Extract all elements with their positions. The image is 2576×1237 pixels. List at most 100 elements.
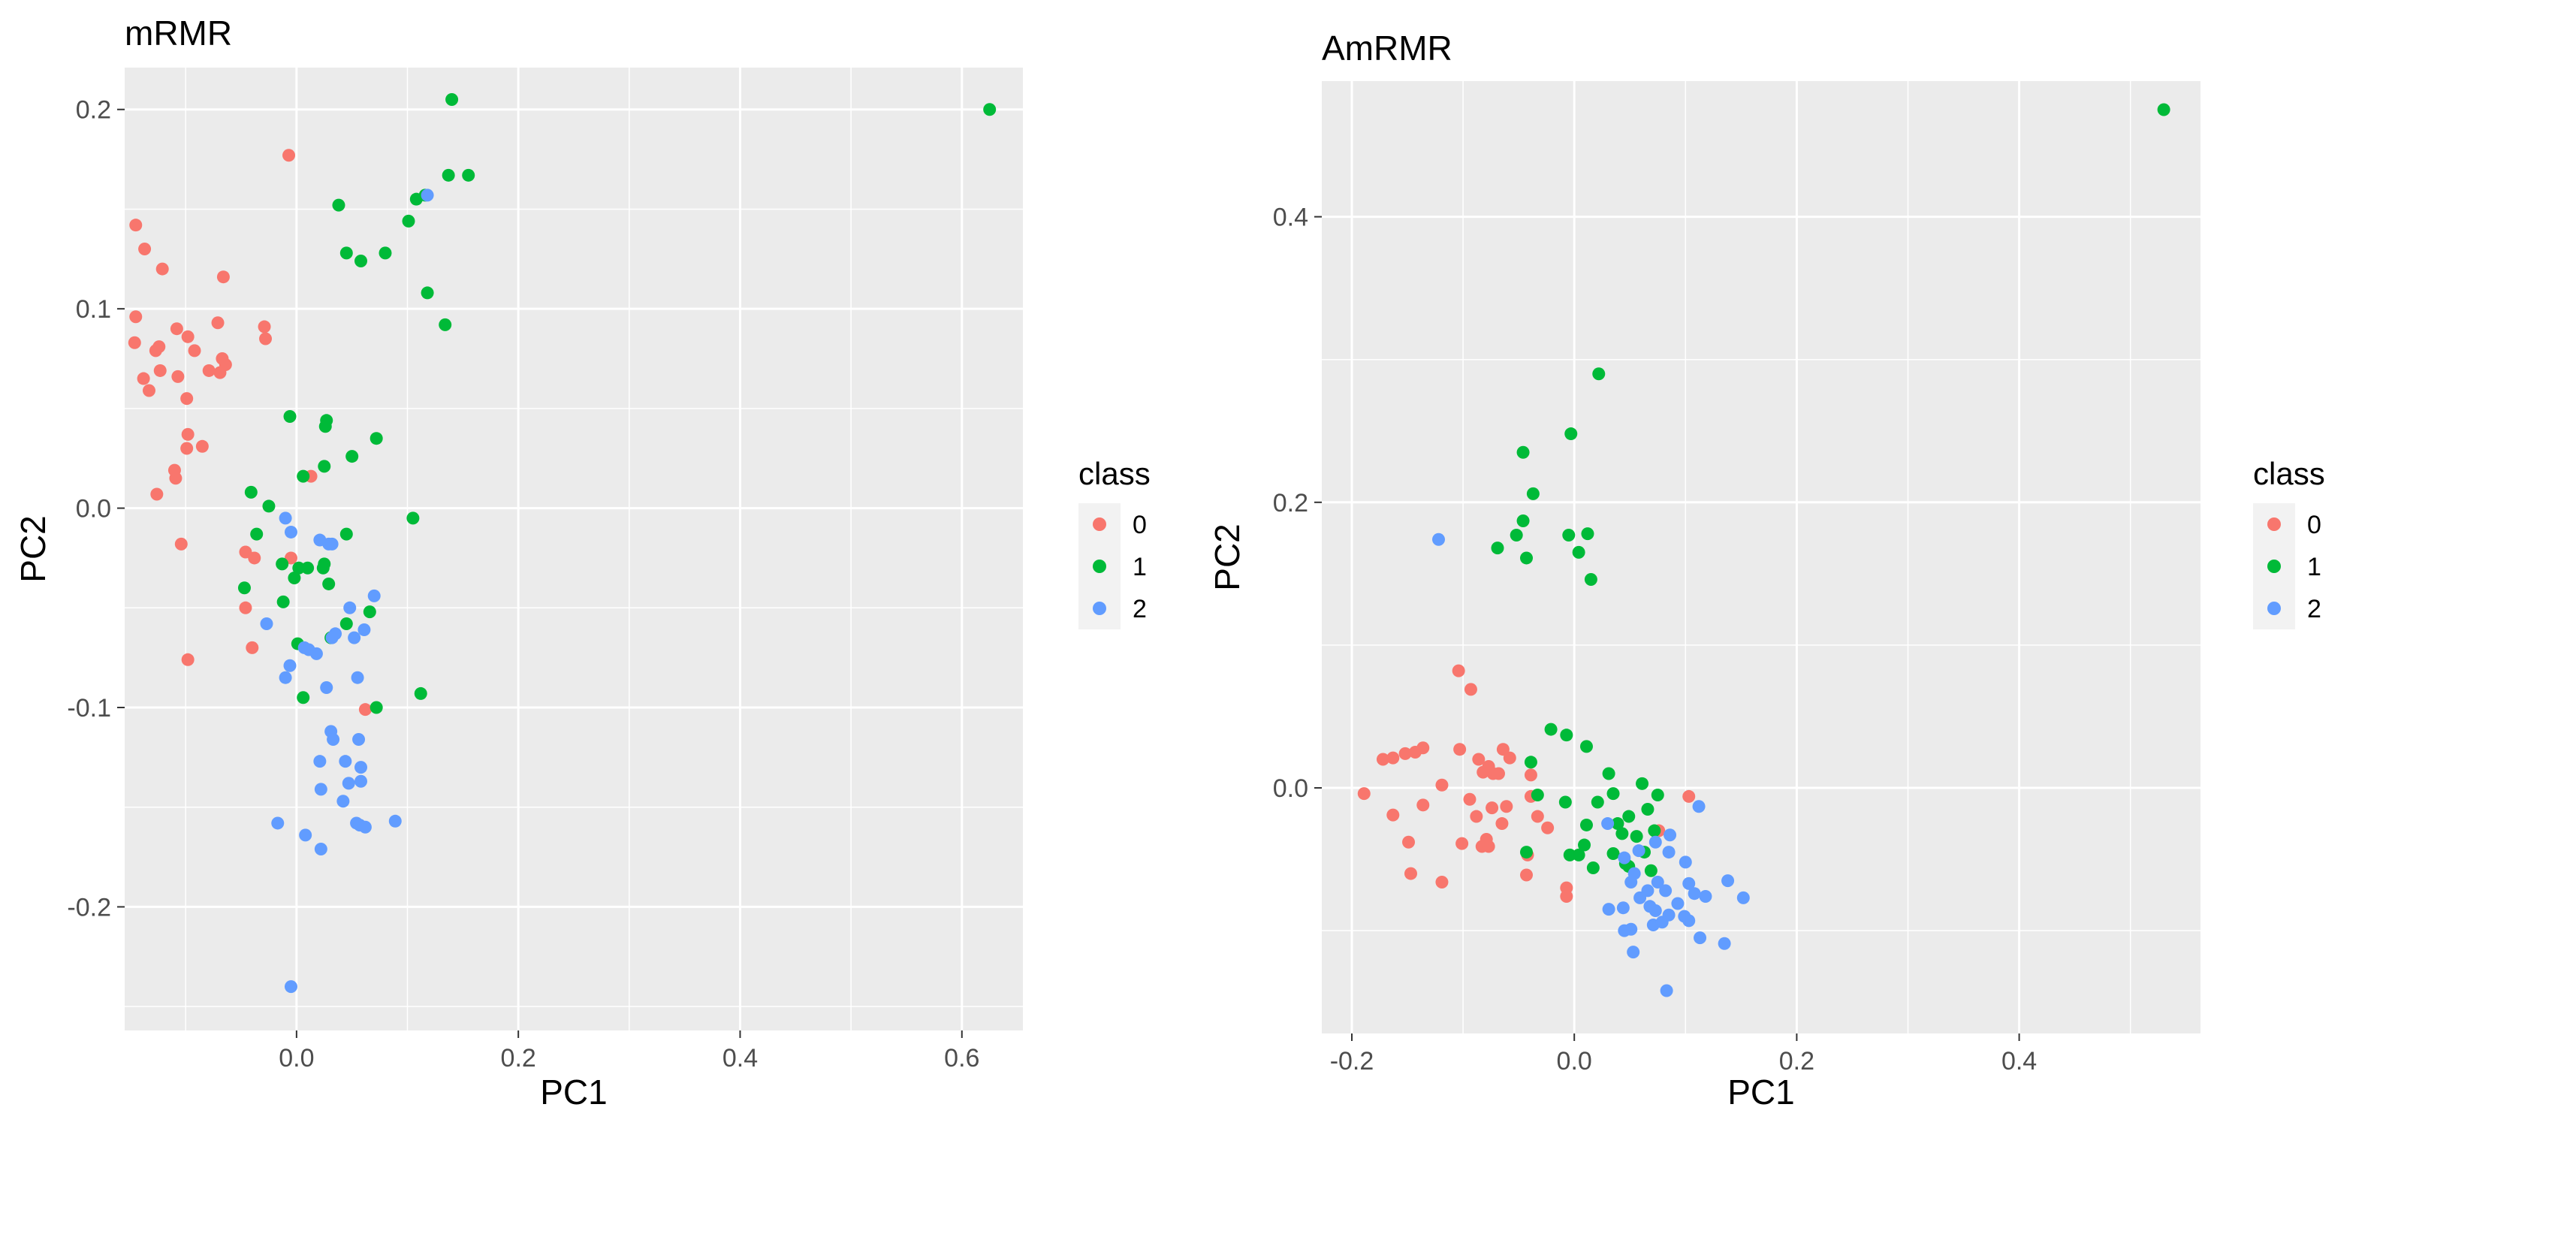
x-axis-ticks: -0.2 0.0 0.2 0.4 [1330, 1033, 2037, 1076]
data-point-class-0 [1470, 810, 1483, 823]
data-point-class-1 [1615, 827, 1629, 840]
data-point-class-1 [332, 198, 345, 212]
data-point-class-2 [313, 755, 327, 768]
amrmr-chart: AmRMR -0.2 0.0 0.2 0.4 0.0 0.2 0.4 PC1 PC2 cl… [1208, 29, 2325, 1112]
data-point-class-0 [1404, 867, 1417, 880]
legend-key-class-1 [2267, 560, 2281, 573]
legend-key-class-2 [1093, 602, 1106, 615]
data-point-class-1 [1591, 795, 1604, 809]
data-point-class-2 [327, 732, 340, 746]
data-point-class-0 [1560, 889, 1573, 903]
data-point-class-1 [318, 460, 331, 473]
data-point-class-2 [320, 680, 333, 694]
data-point-class-0 [1463, 792, 1477, 806]
x-axis-title: PC1 [540, 1073, 607, 1112]
data-point-class-2 [351, 671, 364, 684]
data-point-class-0 [181, 427, 195, 441]
data-point-class-1 [1606, 787, 1620, 801]
data-point-class-2 [358, 820, 372, 834]
data-point-class-1 [1520, 846, 1534, 859]
data-point-class-1 [354, 254, 368, 267]
data-point-class-0 [1496, 743, 1510, 756]
data-point-class-2 [1627, 946, 1640, 959]
data-point-class-0 [1472, 753, 1486, 766]
y-tick-label: -0.1 [67, 694, 111, 723]
y-tick-label: 0.2 [1273, 489, 1308, 517]
data-point-class-0 [137, 372, 150, 385]
data-point-class-2 [284, 525, 297, 539]
data-point-class-1 [237, 581, 251, 595]
data-point-class-1 [1581, 527, 1594, 541]
data-point-class-2 [299, 828, 312, 842]
legend-label: 0 [2307, 511, 2321, 539]
legend-label: 2 [2307, 595, 2321, 623]
data-point-class-2 [314, 842, 327, 855]
data-point-class-0 [1464, 683, 1477, 696]
legend-key-class-2 [2267, 602, 2281, 615]
data-point-class-0 [1524, 768, 1537, 782]
y-tick-label: 0.1 [76, 295, 111, 324]
data-point-class-1 [421, 286, 434, 300]
data-point-class-0 [1486, 801, 1499, 815]
data-point-class-1 [1563, 848, 1576, 861]
data-point-class-0 [180, 442, 194, 455]
x-axis-ticks: 0.0 0.2 0.4 0.6 [279, 1030, 979, 1073]
data-point-class-0 [202, 364, 216, 377]
data-point-class-1 [1602, 767, 1615, 780]
data-point-class-1 [1586, 861, 1600, 874]
data-point-class-2 [1694, 931, 1707, 945]
data-point-class-2 [1699, 889, 1712, 903]
data-point-class-2 [1624, 875, 1638, 889]
data-point-class-2 [1688, 887, 1701, 901]
legend-key-class-0 [1093, 517, 1106, 531]
legend-label: 1 [2307, 553, 2321, 581]
data-point-class-2 [348, 631, 361, 644]
data-point-class-2 [1736, 891, 1750, 904]
y-tick-label: 0.0 [1273, 774, 1308, 803]
data-point-class-1 [276, 557, 289, 571]
data-point-class-1 [1510, 529, 1523, 542]
data-point-class-2 [367, 589, 381, 602]
data-point-class-1 [283, 409, 297, 423]
data-point-class-2 [1618, 851, 1631, 864]
data-point-class-0 [171, 370, 185, 383]
data-point-class-2 [1692, 800, 1706, 813]
data-point-class-1 [1579, 818, 1593, 831]
data-point-class-1 [1630, 830, 1643, 843]
data-point-class-1 [402, 214, 415, 228]
y-tick-label: 0.4 [1273, 204, 1308, 232]
data-point-class-2 [342, 777, 355, 790]
legend-label: 2 [1133, 595, 1147, 623]
data-point-class-1 [363, 605, 376, 619]
data-point-class-1 [316, 561, 330, 575]
data-point-class-1 [406, 511, 420, 525]
data-point-class-2 [354, 761, 368, 774]
data-point-class-1 [1516, 514, 1530, 528]
data-point-class-0 [1520, 868, 1534, 882]
data-point-class-0 [239, 601, 252, 614]
x-axis-title: PC1 [1727, 1073, 1794, 1112]
data-point-class-1 [339, 617, 353, 631]
data-point-class-0 [129, 219, 143, 232]
data-point-class-0 [1452, 664, 1465, 677]
data-point-class-1 [1526, 487, 1540, 500]
data-point-class-1 [262, 499, 276, 513]
data-point-class-1 [1648, 824, 1661, 837]
data-point-class-1 [1636, 777, 1649, 790]
data-point-class-2 [302, 643, 315, 656]
data-point-class-1 [409, 192, 423, 206]
data-point-class-0 [258, 320, 271, 333]
chart-title: mRMR [125, 14, 232, 53]
plot-panel [125, 68, 1023, 1030]
legend: class 0 1 2 [2253, 456, 2325, 629]
data-point-class-1 [1578, 838, 1591, 852]
data-point-class-2 [357, 623, 371, 636]
x-tick-label: 0.2 [1779, 1047, 1814, 1076]
data-point-class-2 [284, 980, 297, 994]
data-point-class-1 [1572, 848, 1585, 861]
data-point-class-1 [1544, 723, 1558, 736]
data-point-class-0 [142, 384, 155, 397]
data-point-class-2 [283, 659, 297, 672]
data-point-class-2 [1682, 914, 1696, 928]
